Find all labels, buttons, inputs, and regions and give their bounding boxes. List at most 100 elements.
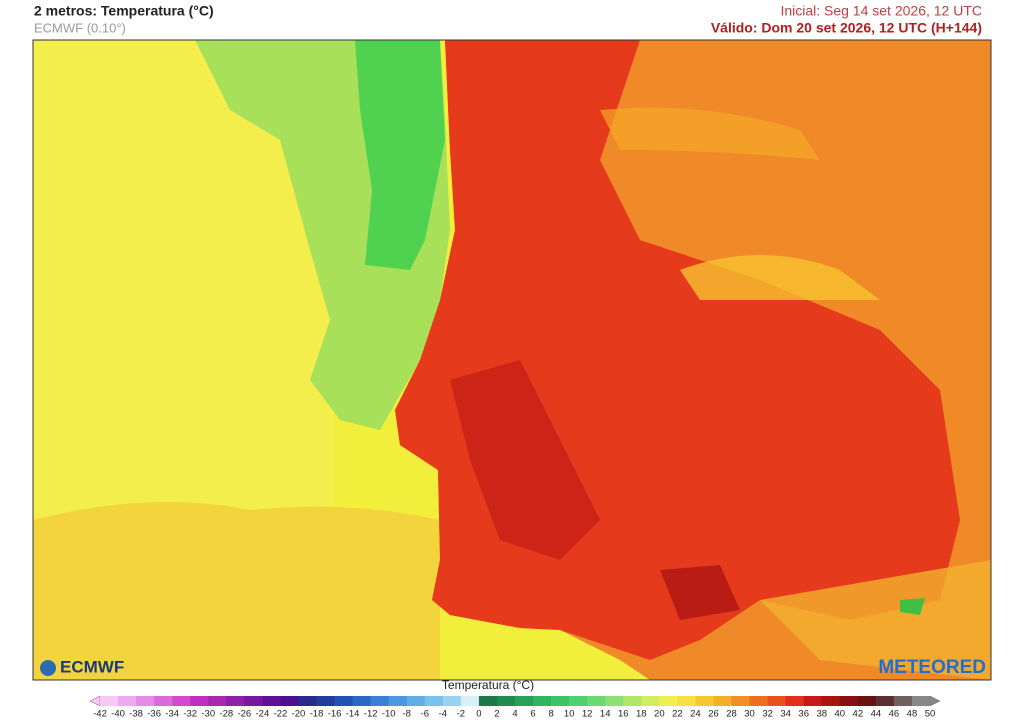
colorbar-tick-label: -24 <box>256 709 270 720</box>
colorbar-tick-label: 48 <box>907 709 918 720</box>
ecmwf-icon <box>40 660 56 676</box>
colorbar-tick-label: -20 <box>292 709 306 720</box>
colorbar-tick-label: 50 <box>925 709 936 720</box>
colorbar-swatch <box>785 696 804 706</box>
colorbar-tick-label: 26 <box>708 709 719 720</box>
subtitle: ECMWF (0.10°) <box>34 20 126 35</box>
colorbar-tick-label: -30 <box>201 709 215 720</box>
map <box>32 39 992 681</box>
ocean-warm <box>33 502 440 680</box>
colorbar-swatch <box>226 696 245 706</box>
colorbar-tick-label: 4 <box>512 709 517 720</box>
valid-time: Válido: Dom 20 set 2026, 12 UTC (H+144) <box>711 20 982 36</box>
colorbar-swatch <box>875 696 895 706</box>
colorbar-swatch <box>749 696 768 706</box>
colorbar-swatch <box>893 696 913 706</box>
colorbar-swatch <box>803 696 823 706</box>
colorbar-swatch <box>280 696 299 706</box>
colorbar-swatch <box>424 696 444 706</box>
map-frame <box>32 39 992 681</box>
colorbar-swatch <box>262 696 281 706</box>
colorbar-tick-label: -26 <box>237 709 251 720</box>
colorbar-tick-label: 22 <box>672 709 683 720</box>
colorbar-tick-label: 16 <box>618 709 629 720</box>
colorbar-swatch <box>118 696 137 706</box>
mountains-north <box>600 107 820 160</box>
colorbar-tick-label: -42 <box>93 709 107 720</box>
colorbar-swatch <box>208 696 227 706</box>
colorbar-swatch <box>569 696 588 706</box>
colorbar-tick-label: -18 <box>310 709 324 720</box>
colorbar-swatch <box>911 696 931 706</box>
colorbar-tick-label: -4 <box>439 709 447 720</box>
colorbar-swatch <box>316 696 335 706</box>
colorbar-swatch <box>190 696 209 706</box>
colorbar-tick-label: 10 <box>564 709 575 720</box>
colorbar-tick-label: -40 <box>111 709 125 720</box>
mountains-south <box>760 560 991 680</box>
colorbar-swatch <box>442 696 462 706</box>
colorbar-swatch <box>587 696 606 706</box>
init-time: Inicial: Seg 14 set 2026, 12 UTC <box>780 3 982 19</box>
colorbar-tick-label: -34 <box>165 709 179 720</box>
colorbar-swatch <box>695 696 714 706</box>
colorbar-tick-label: -38 <box>129 709 143 720</box>
colorbar-swatch <box>334 696 353 706</box>
colorbar-tick-label: 18 <box>636 709 647 720</box>
colorbar-swatch <box>496 696 516 706</box>
colorbar-tick-label: -12 <box>364 709 378 720</box>
colorbar-arrow-high <box>929 695 941 707</box>
colorbar-tick-label: 32 <box>762 709 773 720</box>
colorbar-swatch <box>821 696 841 706</box>
colorbar-swatch <box>460 696 480 706</box>
coastal-cold <box>355 40 445 270</box>
colorbar-swatch <box>100 696 119 706</box>
meteored-logo: METEORED <box>878 657 986 678</box>
colorbar-tick-label: 0 <box>476 709 481 720</box>
colorbar-tick-label: -36 <box>147 709 161 720</box>
colorbar-tick-label: -16 <box>328 709 342 720</box>
legend-title: Temperatura (°C) <box>442 678 534 692</box>
colorbar-tick-label: 34 <box>780 709 791 720</box>
colorbar-tick-label: -14 <box>346 709 360 720</box>
colorbar-tick-label: 38 <box>816 709 827 720</box>
colorbar: -42 -40 -38 -36 -34 -32 -30 -28 -26 -24 -22 -20 -18-… <box>89 695 941 720</box>
title: 2 metros: Temperatura (°C) <box>34 3 214 19</box>
colorbar-swatch <box>478 696 498 706</box>
colorbar-swatch <box>713 696 732 706</box>
colorbar-tick-label: -8 <box>403 709 411 720</box>
colorbar-swatch <box>352 696 371 706</box>
colorbar-tick-label: 12 <box>582 709 593 720</box>
colorbar-swatch <box>857 696 877 706</box>
colorbar-tick-label: 46 <box>889 709 900 720</box>
colorbar-tick-label: -10 <box>382 709 396 720</box>
colorbar-swatch <box>551 696 570 706</box>
colorbar-tick-label: 6 <box>530 709 535 720</box>
colorbar-swatch <box>839 696 859 706</box>
colorbar-swatch <box>641 696 660 706</box>
colorbar-tick-label: 28 <box>726 709 737 720</box>
colorbar-swatch <box>623 696 642 706</box>
colorbar-tick-label: -28 <box>219 709 233 720</box>
colorbar-tick-label: 30 <box>744 709 755 720</box>
colorbar-tick-label: 40 <box>834 709 845 720</box>
colorbar-swatch <box>298 696 317 706</box>
mountains <box>680 255 880 300</box>
colorbar-tick-label: 44 <box>871 709 882 720</box>
colorbar-tick-label: 8 <box>548 709 553 720</box>
colorbar-swatch <box>406 696 426 706</box>
colorbar-swatch <box>605 696 624 706</box>
colorbar-swatch <box>677 696 696 706</box>
ecmwf-logo: ECMWF <box>60 657 124 676</box>
colorbar-arrow-low <box>89 695 101 707</box>
colorbar-swatch <box>767 696 786 706</box>
colorbar-tick-label: 36 <box>798 709 809 720</box>
colorbar-swatch <box>388 696 408 706</box>
colorbar-swatch <box>370 696 389 706</box>
colorbar-tick-label: 2 <box>494 709 499 720</box>
sierra-nevada <box>900 598 925 615</box>
colorbar-swatch <box>136 696 155 706</box>
hottest-west <box>450 360 600 560</box>
